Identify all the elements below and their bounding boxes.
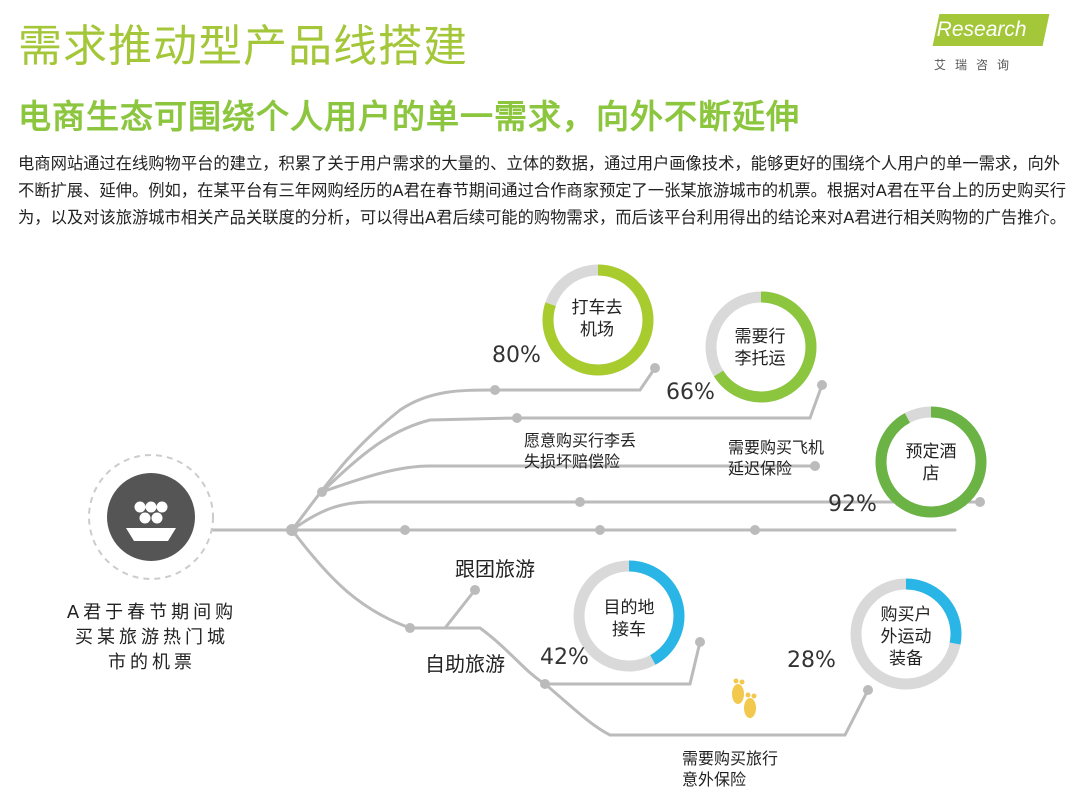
label-group-tour: 跟团旅游 (455, 557, 535, 581)
group-people-icon (126, 501, 176, 541)
logo-brand: iResearch (932, 18, 1027, 41)
page-title: 需求推动型产品线搭建 (18, 21, 468, 72)
need-percent-outdoor-gear: 28% (787, 648, 836, 673)
label-luggage-insurance: 愿意购买行李丢 失损坏赔偿险 (524, 431, 637, 471)
need-label-outdoor-gear: 购买户 外运动 装备 (880, 605, 932, 669)
logo-subtitle: 艾瑞咨询 (934, 58, 1019, 72)
connector-delay (320, 464, 817, 494)
need-label-airport-taxi: 打车去 机场 (571, 298, 623, 340)
connector-lower (290, 528, 477, 630)
need-label-destination-pickup: 目的地 接车 (603, 598, 655, 640)
intro-paragraph: 电商网站通过在线购物平台的建立，积累了关于用户需求的大量的、立体的数据，通过用户… (18, 154, 1067, 227)
connector-nodes (286, 363, 985, 695)
footprints-icon (732, 678, 757, 718)
connector-hotel (290, 500, 982, 532)
label-self-guided: 自助旅游 (425, 652, 505, 676)
ring-progress-outdoor-gear (850, 578, 962, 690)
need-percent-luggage: 66% (666, 380, 715, 405)
source-dashed-ring (88, 454, 214, 580)
need-label-luggage: 需要行 李托运 (734, 327, 786, 369)
ring-progress-luggage-checkin (705, 291, 817, 403)
need-label-hotel: 预定酒店 (905, 442, 957, 484)
iresearch-logo: iResearch 艾瑞咨询 (928, 14, 1058, 76)
connector-travel (543, 682, 870, 737)
need-percent-hotel: 92% (828, 492, 877, 517)
need-percent-destination-pickup: 42% (540, 645, 589, 670)
label-delay-insurance: 需要购买飞机 延迟保险 (728, 438, 825, 478)
ring-progress-destination-pickup (573, 560, 685, 672)
source-node (107, 473, 195, 561)
connector-luggage (320, 383, 824, 494)
ring-progress-airport-taxi (542, 264, 654, 376)
ring-progress-hotel-booking (875, 406, 987, 518)
label-travel-insurance: 需要购买旅行 意外保险 (682, 749, 779, 789)
need-percent-airport-taxi: 80% (492, 343, 541, 368)
page-subtitle: 电商生态可围绕个人用户的单一需求，向外不断延伸 (18, 97, 800, 136)
source-label: A君于春节期间购 买某旅游热门城 市的机票 (66, 602, 238, 673)
